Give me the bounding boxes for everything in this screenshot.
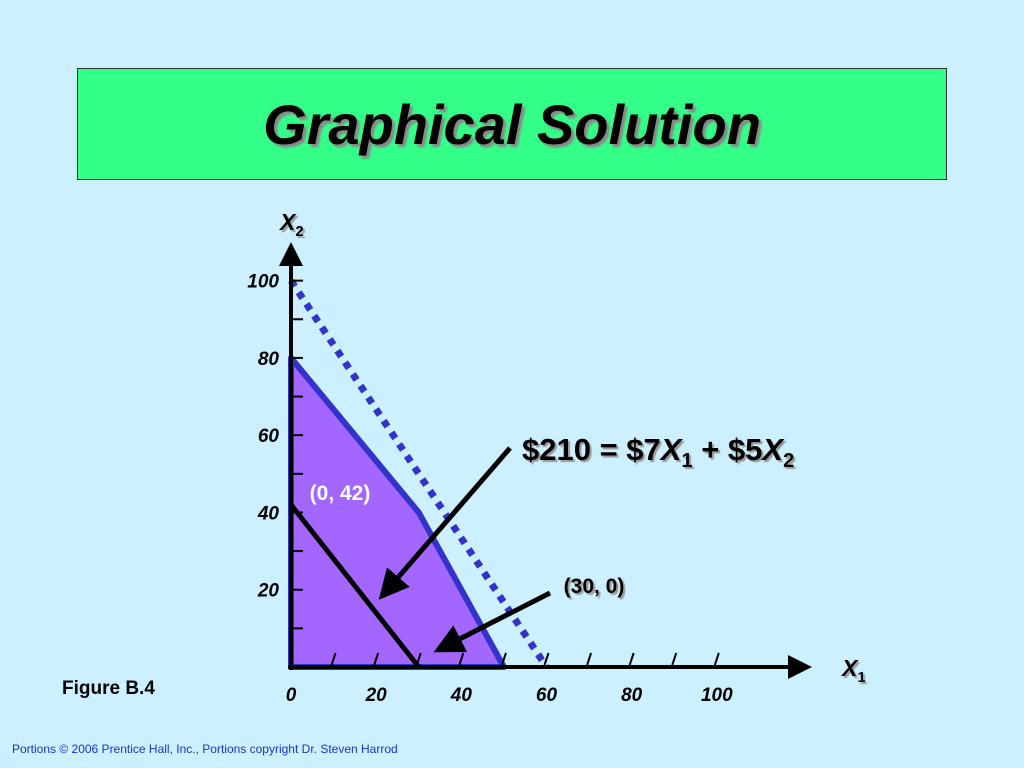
arrow (433, 590, 552, 653)
x-tick-mark (543, 652, 550, 666)
x-tick-mark (500, 652, 507, 666)
constraint-line (289, 503, 421, 669)
x-label: X1 (840, 655, 866, 686)
x-tick-mark (373, 652, 380, 666)
arrow (378, 446, 512, 600)
axis-letter: X (840, 655, 859, 681)
axis-subscript: 2 (295, 223, 303, 240)
point-label: (0, 42) (310, 482, 371, 505)
x-tick-mark (713, 652, 720, 666)
y-tick-label: 80 (258, 349, 280, 370)
equation-part: + $5 (693, 432, 763, 467)
x-tick-label: 0 (286, 685, 297, 706)
equation: $210 = $7X1 + $5X2 (522, 432, 794, 472)
axis-subscript: 1 (857, 669, 865, 686)
x-tick-mark (458, 652, 465, 666)
point-label: (30, 0) (564, 575, 625, 598)
x-tick-mark (628, 652, 635, 666)
title: Graphical Solution (263, 92, 761, 156)
footer: Portions © 2006 Prentice Hall, Inc., Por… (12, 742, 398, 756)
equation-part: 2 (783, 450, 794, 472)
equation-part: X (659, 432, 684, 467)
y-label: X2 (278, 209, 304, 240)
x-tick-label: 40 (450, 685, 473, 706)
equation-part: $210 = $7 (522, 432, 661, 467)
x-tick-label: 80 (621, 685, 643, 706)
title-box: Graphical Solution (77, 68, 947, 180)
y-tick-label: 40 (257, 503, 280, 524)
x-tick-mark (671, 652, 678, 666)
figure-label: Figure B.4 (62, 678, 155, 699)
equation-part: X (760, 432, 785, 467)
x-tick-mark (586, 652, 593, 666)
x-tick-mark (415, 652, 422, 666)
y-tick-label: 20 (257, 581, 280, 602)
y-tick-label: 100 (247, 272, 279, 293)
x-tick-mark (330, 652, 337, 666)
feasible-region (288, 354, 507, 670)
equation-part: 1 (681, 450, 692, 472)
y-tick-label: 60 (258, 426, 280, 447)
x-tick-label: 100 (701, 685, 733, 706)
x-tick-label: 60 (536, 685, 558, 706)
x-tick-label: 20 (365, 685, 388, 706)
axis-letter: X (278, 209, 297, 235)
